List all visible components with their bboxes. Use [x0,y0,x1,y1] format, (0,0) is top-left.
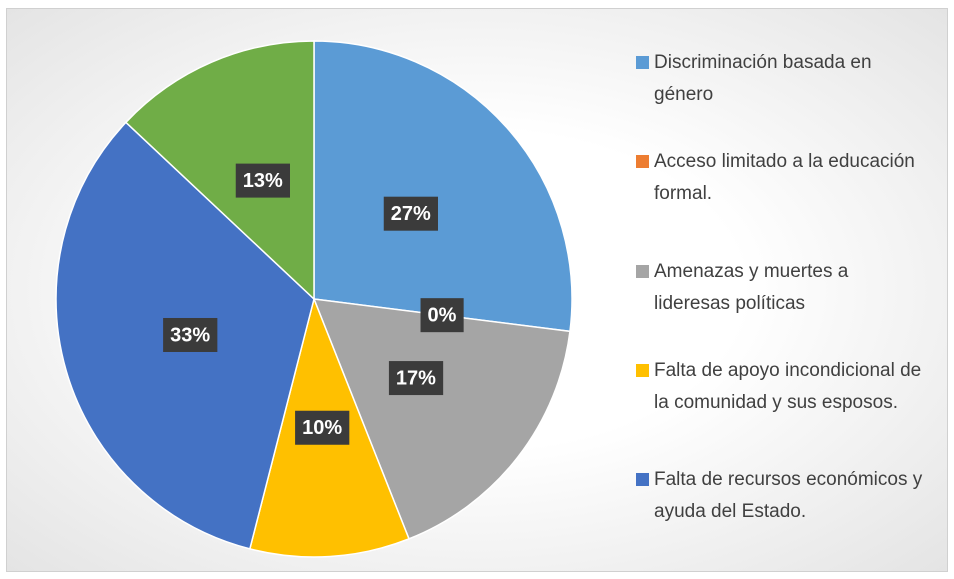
data-label: 17% [388,361,444,396]
legend-item: Amenazas y muertes a lideresas políticas [632,256,927,320]
data-label-text: 10% [302,417,342,439]
pie-slice [312,298,571,540]
data-label-box [383,196,438,231]
legend-item: Discriminación basada en género [632,47,927,111]
legend-swatch [636,364,649,377]
legend-item: Acceso limitado a la educación formal. [632,146,927,210]
legend-swatch [636,473,649,486]
pie-slice [313,40,573,333]
data-label-box [388,361,444,396]
pie-slice [124,40,315,301]
legend-label: Amenazas y muertes a lideresas políticas [654,261,849,314]
legend-swatch [636,265,649,278]
legend-item: Falta de recursos económicos y ayuda del… [632,464,927,528]
data-label-text: 17% [396,367,436,389]
data-label: 13% [235,163,290,198]
legend-label: Discriminación basada en género [654,52,872,105]
legend-label: Falta de recursos económicos y ayuda del… [654,469,923,522]
data-label-text: 0% [428,304,457,326]
data-label: 0% [420,298,464,333]
data-label-text: 33% [170,324,210,346]
legend-label: Falta de apoyo incondicional de la comun… [654,360,922,413]
data-label-box [295,410,350,445]
legend-label: Acceso limitado a la educación formal. [654,151,915,204]
data-label-box [420,298,464,333]
data-label-box [163,317,218,352]
legend-swatch [636,155,649,168]
legend-swatch [636,56,649,69]
data-label-text: 27% [391,203,431,225]
data-label: 10% [295,410,350,445]
legend-item: Falta de apoyo incondicional de la comun… [632,355,927,419]
data-label: 33% [163,317,218,352]
data-label-text: 13% [243,170,283,192]
data-label-box [235,163,290,198]
data-label: 27% [383,196,438,231]
